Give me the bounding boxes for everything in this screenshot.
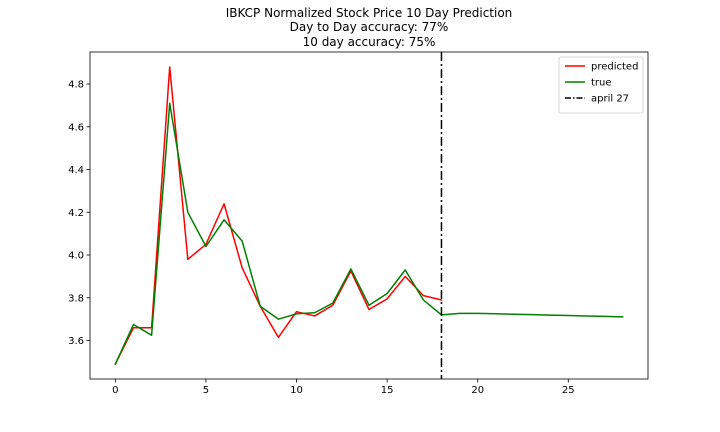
legend-label-april-27: april 27 (591, 94, 629, 105)
x-tick-label: 20 (471, 385, 484, 396)
series-line-true (114, 102, 624, 366)
series-line-predicted (114, 66, 443, 366)
title-line-2: Day to Day accuracy: 77% (290, 20, 449, 34)
x-tick-label: 25 (562, 385, 575, 396)
legend-label-predicted: predicted (591, 62, 638, 73)
chart-title: IBKCP Normalized Stock Price 10 Day Pred… (226, 6, 513, 49)
y-tick-label: 4.6 (68, 122, 84, 133)
x-tick-label: 10 (290, 385, 303, 396)
y-tick-label: 4.2 (68, 208, 84, 219)
legend: predicted true april 27 (558, 56, 644, 114)
y-tick-label: 4.8 (68, 80, 84, 91)
y-tick-label: 4.0 (68, 251, 84, 262)
y-tick-label: 4.4 (68, 165, 84, 176)
x-tick-label: 0 (112, 385, 118, 396)
legend-label-true: true (591, 78, 612, 89)
title-line-1: IBKCP Normalized Stock Price 10 Day Pred… (226, 6, 513, 20)
legend-box (558, 56, 644, 114)
plot-area: 0 5 10 15 20 25 3.6 3.8 4.0 4.2 4.4 4.6 4.8 (68, 51, 649, 396)
title-line-3: 10 day accuracy: 75% (303, 35, 436, 49)
x-tick-label: 15 (381, 385, 394, 396)
y-tick-label: 3.6 (68, 336, 84, 347)
axes-frame (89, 51, 649, 380)
x-tick-label: 5 (203, 385, 209, 396)
y-tick-label: 3.8 (68, 293, 84, 304)
